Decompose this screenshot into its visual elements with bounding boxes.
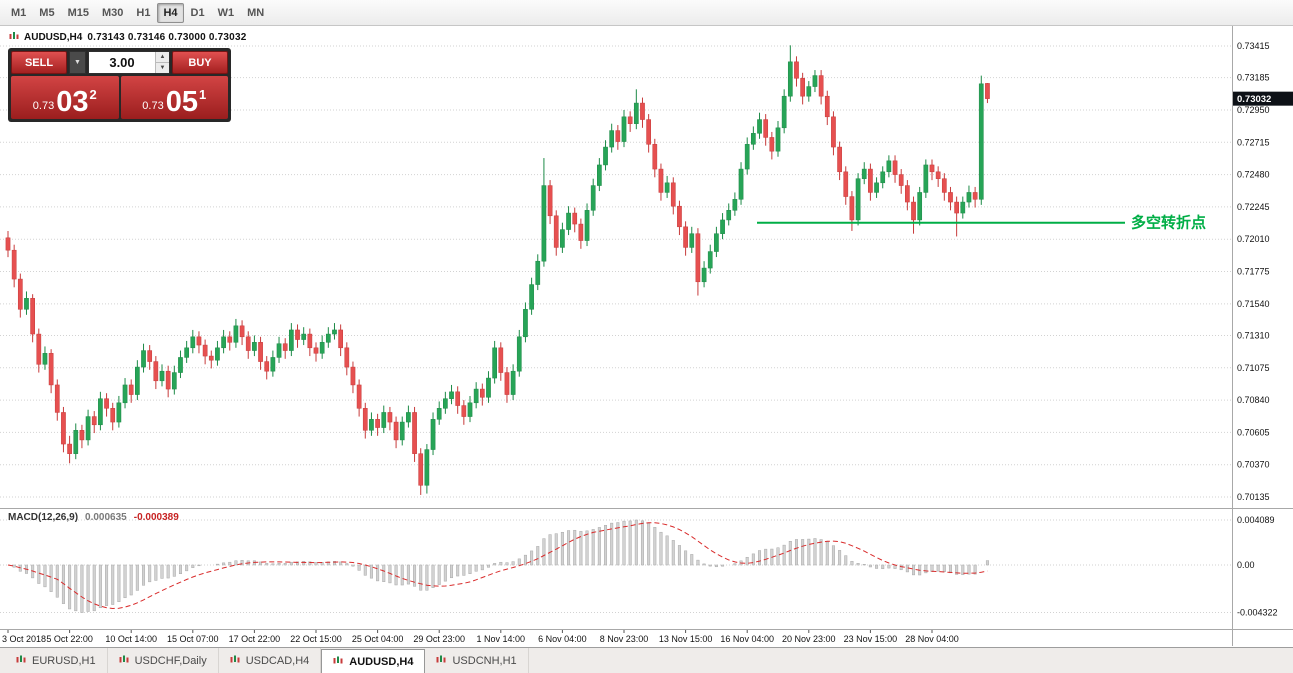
svg-text:0.00: 0.00	[1237, 560, 1255, 570]
svg-text:0.70840: 0.70840	[1237, 395, 1270, 405]
timeframe-button-h1[interactable]: H1	[136, 6, 151, 19]
tab-chart-icon	[16, 654, 27, 668]
svg-text:5 Oct 22:00: 5 Oct 22:00	[46, 634, 93, 644]
svg-text:10 Oct 14:00: 10 Oct 14:00	[105, 634, 157, 644]
svg-text:29 Oct 23:00: 29 Oct 23:00	[413, 634, 465, 644]
svg-text:28 Nov 04:00: 28 Nov 04:00	[905, 634, 959, 644]
current-price-badge: 0.73032	[1233, 91, 1293, 106]
timeframe-button-m5[interactable]: M5	[39, 6, 55, 19]
tab-usdchf-daily[interactable]: USDCHF,Daily	[108, 648, 219, 673]
svg-text:0.72245: 0.72245	[1237, 202, 1270, 212]
tab-label: EURUSD,H1	[32, 654, 96, 667]
svg-text:17 Oct 22:00: 17 Oct 22:00	[229, 634, 281, 644]
macd-name: MACD(12,26,9)	[8, 512, 79, 523]
svg-text:0.72715: 0.72715	[1237, 137, 1270, 147]
svg-text:3 Oct 2018: 3 Oct 2018	[2, 634, 46, 644]
svg-text:16 Nov 04:00: 16 Nov 04:00	[720, 634, 774, 644]
sell-price-big: 03	[56, 86, 89, 118]
svg-text:20 Nov 23:00: 20 Nov 23:00	[782, 634, 836, 644]
macd-histogram	[12, 519, 989, 613]
chevron-down-icon: ▼	[74, 59, 81, 66]
svg-text:0.70370: 0.70370	[1237, 460, 1270, 470]
tab-usdcnh-h1[interactable]: USDCNH,H1	[425, 648, 529, 673]
svg-text:0.71540: 0.71540	[1237, 299, 1270, 309]
tab-chart-icon	[333, 655, 344, 669]
candlesticks	[5, 45, 990, 495]
pane-separators	[0, 26, 1293, 646]
chart-title: AUDUSD,H4 0.73143 0.73146 0.73000 0.7303…	[9, 31, 246, 44]
svg-text:13 Nov 15:00: 13 Nov 15:00	[659, 634, 713, 644]
sell-price-sup: 2	[89, 87, 97, 102]
tab-eurusd-h1[interactable]: EURUSD,H1	[5, 648, 108, 673]
buy-button[interactable]: BUY	[172, 51, 228, 74]
tab-label: USDCHF,Daily	[134, 654, 207, 667]
buy-price-prefix: 0.73	[142, 100, 164, 112]
svg-text:0.71775: 0.71775	[1237, 267, 1270, 277]
tab-audusd-h4[interactable]: AUDUSD,H4	[321, 649, 426, 673]
tab-label: USDCAD,H4	[245, 654, 310, 667]
macd-signal-line	[7, 522, 988, 610]
tab-usdcad-h4[interactable]: USDCAD,H4	[219, 648, 322, 673]
svg-text:0.71310: 0.71310	[1237, 330, 1270, 340]
svg-text:1 Nov 14:00: 1 Nov 14:00	[477, 634, 526, 644]
trendline-label: 多空转折点	[1131, 214, 1206, 232]
tab-chart-icon	[230, 654, 241, 668]
buy-price-sup: 1	[198, 87, 207, 102]
timeframe-button-m15[interactable]: M15	[67, 6, 89, 19]
buy-price-big: 05	[165, 86, 198, 118]
svg-text:-0.004322: -0.004322	[1237, 608, 1278, 618]
svg-text:0.72480: 0.72480	[1237, 170, 1270, 180]
svg-text:0.73032: 0.73032	[1237, 94, 1271, 105]
chart-tab-bar: EURUSD,H1 USDCHF,Daily USDCAD,H4 AUDUSD,H4 U…	[0, 647, 1293, 673]
tab-label: AUDUSD,H4	[349, 655, 414, 668]
timeframe-button-mn[interactable]: MN	[247, 6, 265, 19]
timeframe-button-d1[interactable]: D1	[190, 6, 205, 19]
chart-symbol-icon	[9, 31, 19, 44]
price-grid: 0.73415 0.73185 0.72950 0.72715 0.72480 0.722…	[0, 41, 1270, 502]
macd-main-value: 0.000635	[85, 512, 127, 523]
svg-text:22 Oct 15:00: 22 Oct 15:00	[290, 634, 342, 644]
tab-chart-icon	[436, 654, 447, 668]
sell-price-display[interactable]: 0.73 03 2	[11, 76, 119, 119]
volume-field: ▲ ▼	[88, 51, 170, 74]
sell-price-prefix: 0.73	[32, 100, 55, 112]
chart-symbol-label: AUDUSD,H4	[24, 32, 83, 43]
macd-indicator-label: MACD(12,26,9) 0.000635 -0.000389	[8, 512, 179, 523]
svg-text:0.70135: 0.70135	[1237, 492, 1270, 502]
svg-text:23 Nov 15:00: 23 Nov 15:00	[844, 634, 898, 644]
svg-text:0.73185: 0.73185	[1237, 73, 1270, 83]
svg-text:15 Oct 07:00: 15 Oct 07:00	[167, 634, 219, 644]
volume-dropdown-button[interactable]: ▼	[69, 51, 86, 74]
tab-label: USDCNH,H1	[452, 654, 517, 667]
volume-input[interactable]	[89, 52, 155, 73]
volume-spinner: ▲ ▼	[155, 52, 169, 73]
svg-text:0.71075: 0.71075	[1237, 363, 1270, 373]
timeframe-button-w1[interactable]: W1	[217, 6, 235, 19]
timeframe-button-m1[interactable]: M1	[11, 6, 27, 19]
sell-button[interactable]: SELL	[11, 51, 67, 74]
chart-ohlc-values: 0.73143 0.73146 0.73000 0.73032	[87, 32, 247, 43]
svg-text:0.004089: 0.004089	[1237, 515, 1275, 525]
spinner-up-icon[interactable]: ▲	[156, 52, 169, 63]
macd-signal-value: -0.000389	[133, 512, 179, 523]
svg-text:0.73415: 0.73415	[1237, 41, 1270, 51]
svg-text:0.72010: 0.72010	[1237, 234, 1270, 244]
time-axis[interactable]: 3 Oct 2018 5 Oct 22:00 10 Oct 14:00 15 Oct …	[2, 630, 959, 644]
timeframe-toolbar: M1 M5 M15 M30 H1 H4 D1 W1 MN	[0, 0, 1293, 26]
tab-chart-icon	[119, 654, 130, 668]
timeframe-button-m30[interactable]: M30	[101, 6, 124, 19]
svg-text:25 Oct 04:00: 25 Oct 04:00	[352, 634, 404, 644]
buy-price-display[interactable]: 0.73 05 1	[120, 76, 228, 119]
timeframe-button-h4[interactable]: H4	[157, 2, 184, 23]
svg-text:8 Nov 23:00: 8 Nov 23:00	[600, 634, 649, 644]
svg-text:0.72950: 0.72950	[1237, 105, 1270, 115]
svg-text:0.70605: 0.70605	[1237, 427, 1270, 437]
svg-text:6 Nov 04:00: 6 Nov 04:00	[538, 634, 587, 644]
spinner-down-icon[interactable]: ▼	[156, 63, 169, 73]
macd-grid: 0.004089 0.00 -0.004322	[0, 515, 1278, 618]
